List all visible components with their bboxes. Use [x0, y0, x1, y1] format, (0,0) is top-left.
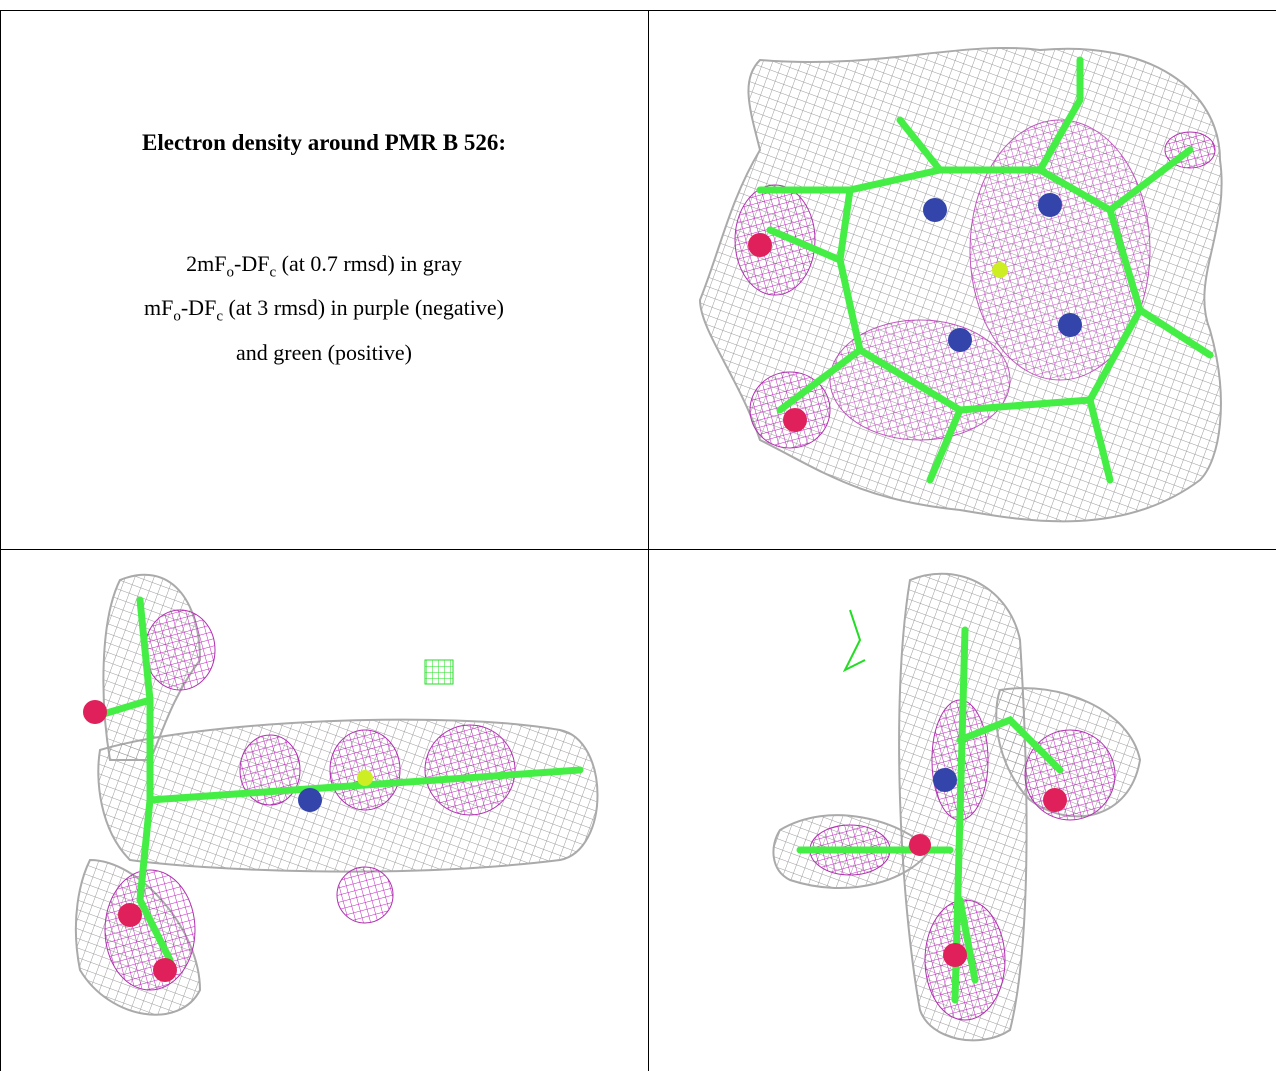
table-borders — [0, 10, 1276, 1071]
text-run: (at 3 rmsd) in purple (negative) — [222, 295, 504, 321]
text-run: 2mF — [186, 251, 227, 276]
text-run: mF — [144, 295, 174, 321]
subscript: o — [173, 308, 181, 325]
density-view-end — [772, 572, 1142, 1042]
text-run: (at 0.7 rmsd) in gray — [276, 251, 462, 276]
legend-line: mFo-DFc (at 3 rmsd) in purple (negative) — [0, 290, 648, 334]
density-view-top — [698, 47, 1223, 523]
title: Electron density around PMR B 526: — [142, 130, 506, 155]
subscript: o — [226, 264, 235, 281]
text-run: -DF — [234, 251, 270, 276]
subscript: c — [216, 308, 223, 325]
legend-line: and green (positive) — [0, 335, 648, 370]
legend-line: 2mFo-DFc (at 0.7 rmsd) in gray — [0, 246, 648, 290]
density-view-side — [74, 573, 599, 1016]
text-run: and green (positive) — [236, 339, 412, 365]
legend: 2mFo-DFc (at 0.7 rmsd) in gray mFo-DFc (a… — [0, 246, 648, 370]
text-run: -DF — [180, 295, 217, 321]
subscript: c — [269, 264, 277, 281]
